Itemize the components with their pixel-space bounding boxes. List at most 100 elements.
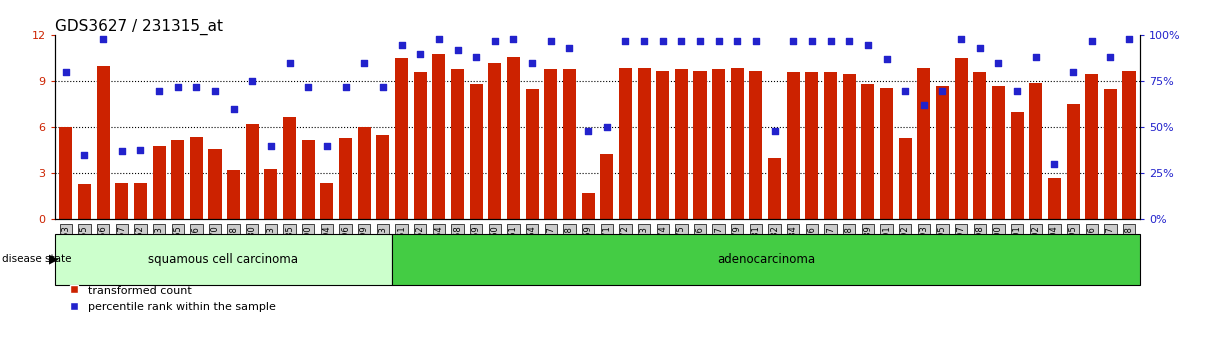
- Bar: [358, 127, 371, 219]
- Text: squamous cell carcinoma: squamous cell carcinoma: [148, 253, 298, 266]
- Bar: [469, 85, 483, 219]
- Point: [634, 38, 654, 44]
- Bar: [936, 86, 949, 219]
- Bar: [824, 72, 837, 219]
- Point: [541, 38, 560, 44]
- Point: [839, 38, 859, 44]
- Bar: [581, 193, 594, 219]
- Bar: [879, 87, 893, 219]
- Point: [877, 57, 896, 62]
- Bar: [432, 54, 445, 219]
- Bar: [600, 154, 614, 219]
- Bar: [563, 69, 576, 219]
- Point: [410, 51, 429, 57]
- Bar: [171, 140, 184, 219]
- Point: [915, 103, 934, 108]
- Point: [1100, 55, 1120, 60]
- Text: adenocarcinoma: adenocarcinoma: [717, 253, 815, 266]
- Point: [616, 38, 636, 44]
- Bar: [376, 135, 389, 219]
- Bar: [694, 71, 706, 219]
- Point: [448, 47, 467, 53]
- Point: [485, 38, 505, 44]
- Point: [298, 84, 318, 90]
- Point: [765, 128, 785, 134]
- Bar: [1048, 178, 1061, 219]
- Point: [895, 88, 915, 93]
- Bar: [992, 86, 1006, 219]
- Bar: [133, 183, 147, 219]
- Bar: [189, 137, 203, 219]
- Point: [1026, 55, 1046, 60]
- Bar: [115, 183, 129, 219]
- Bar: [545, 69, 557, 219]
- Point: [503, 36, 523, 42]
- Point: [93, 36, 113, 42]
- Point: [579, 128, 598, 134]
- Point: [672, 38, 691, 44]
- Bar: [209, 149, 222, 219]
- Bar: [619, 68, 632, 219]
- Bar: [507, 57, 520, 219]
- Point: [1082, 38, 1101, 44]
- Bar: [153, 146, 165, 219]
- Point: [224, 106, 244, 112]
- Bar: [1010, 112, 1024, 219]
- Point: [354, 60, 374, 66]
- Point: [243, 79, 262, 84]
- Bar: [59, 127, 73, 219]
- Point: [1044, 161, 1064, 167]
- Bar: [674, 69, 688, 219]
- Point: [280, 60, 300, 66]
- Point: [467, 55, 486, 60]
- Bar: [638, 68, 650, 219]
- Point: [690, 38, 710, 44]
- Bar: [525, 89, 539, 219]
- Point: [821, 38, 841, 44]
- Bar: [955, 58, 968, 219]
- Bar: [320, 183, 334, 219]
- Bar: [787, 72, 799, 219]
- Point: [167, 84, 187, 90]
- Bar: [264, 169, 278, 219]
- Bar: [1104, 89, 1117, 219]
- Point: [653, 38, 672, 44]
- Point: [728, 38, 747, 44]
- Bar: [451, 69, 465, 219]
- Bar: [78, 184, 91, 219]
- Point: [1120, 36, 1139, 42]
- Bar: [1066, 104, 1080, 219]
- Bar: [917, 68, 930, 219]
- Bar: [414, 72, 427, 219]
- Bar: [750, 71, 763, 219]
- Point: [802, 38, 821, 44]
- Point: [131, 147, 150, 152]
- Legend: transformed count, percentile rank within the sample: transformed count, percentile rank withi…: [64, 281, 280, 316]
- Point: [336, 84, 355, 90]
- Point: [149, 88, 169, 93]
- Point: [523, 60, 542, 66]
- Point: [187, 84, 206, 90]
- Bar: [712, 69, 725, 219]
- Bar: [730, 68, 744, 219]
- Point: [559, 45, 579, 51]
- Point: [56, 69, 75, 75]
- Bar: [1030, 83, 1042, 219]
- Point: [970, 45, 990, 51]
- Point: [858, 42, 877, 47]
- Point: [205, 88, 224, 93]
- Point: [746, 38, 765, 44]
- Bar: [768, 158, 781, 219]
- Point: [989, 60, 1008, 66]
- Point: [1008, 88, 1027, 93]
- Text: ▶: ▶: [49, 253, 58, 266]
- Bar: [861, 85, 875, 219]
- Point: [597, 125, 616, 130]
- Point: [261, 143, 280, 149]
- Bar: [395, 58, 408, 219]
- Point: [374, 84, 393, 90]
- Point: [429, 36, 449, 42]
- Point: [951, 36, 970, 42]
- Bar: [340, 138, 352, 219]
- Bar: [805, 72, 819, 219]
